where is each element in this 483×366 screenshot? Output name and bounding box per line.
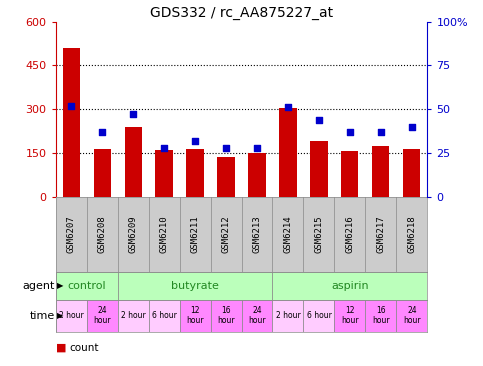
Bar [403,149,421,197]
Text: GSM6210: GSM6210 [159,215,169,253]
Bar [117,272,272,300]
Text: agent: agent [22,281,55,291]
Bar [125,127,142,197]
Point [377,129,385,135]
Bar [62,48,80,197]
Text: GSM6213: GSM6213 [253,215,261,253]
Bar [272,272,427,300]
Bar [149,300,180,332]
Bar [242,300,272,332]
Text: GSM6216: GSM6216 [345,215,355,253]
Bar [248,153,266,197]
Bar [56,300,86,332]
Text: 2 hour: 2 hour [121,311,145,320]
Text: GDS332 / rc_AA875227_at: GDS332 / rc_AA875227_at [150,5,333,20]
Text: 12
hour: 12 hour [341,306,359,325]
Text: GSM6217: GSM6217 [376,215,385,253]
Point [222,145,230,150]
Text: 6 hour: 6 hour [307,311,331,320]
Text: GSM6209: GSM6209 [128,215,138,253]
Text: GSM6212: GSM6212 [222,215,230,253]
Text: ▶: ▶ [57,281,63,290]
Text: 24
hour: 24 hour [248,306,266,325]
Bar [180,300,211,332]
Text: 6 hour: 6 hour [152,311,176,320]
Text: 24
hour: 24 hour [403,306,421,325]
Bar [94,149,111,197]
Text: ■: ■ [56,343,66,352]
Bar [372,146,389,197]
Bar [156,150,172,197]
Text: count: count [69,343,99,352]
Bar [303,300,334,332]
Point [191,138,199,143]
Point [346,129,354,135]
Text: GSM6208: GSM6208 [98,215,107,253]
Bar [117,300,149,332]
Bar [186,149,203,197]
Text: GSM6207: GSM6207 [67,215,75,253]
Text: GSM6211: GSM6211 [190,215,199,253]
Text: butyrate: butyrate [171,281,219,291]
Text: control: control [67,281,106,291]
Text: 24
hour: 24 hour [93,306,111,325]
Bar [217,157,235,197]
Bar [272,300,303,332]
Bar [341,152,358,197]
Text: GSM6214: GSM6214 [284,215,293,253]
Text: ▶: ▶ [57,311,63,320]
Text: GSM6218: GSM6218 [408,215,416,253]
Text: 12
hour: 12 hour [186,306,204,325]
Bar [56,272,117,300]
Point [129,112,137,117]
Point [67,103,75,109]
Bar [311,141,327,197]
Bar [86,300,117,332]
Point [160,145,168,150]
Text: 16
hour: 16 hour [217,306,235,325]
Text: 2 hour: 2 hour [58,311,84,320]
Point [315,117,323,123]
Bar [397,300,427,332]
Text: aspirin: aspirin [331,281,369,291]
Text: 2 hour: 2 hour [276,311,300,320]
Text: GSM6215: GSM6215 [314,215,324,253]
Bar [211,300,242,332]
Text: 16
hour: 16 hour [372,306,390,325]
Point [408,124,416,130]
Text: time: time [29,311,55,321]
Bar [334,300,366,332]
Point [98,129,106,135]
Point [284,104,292,110]
Point [253,145,261,150]
Bar [366,300,397,332]
Bar [280,108,297,197]
